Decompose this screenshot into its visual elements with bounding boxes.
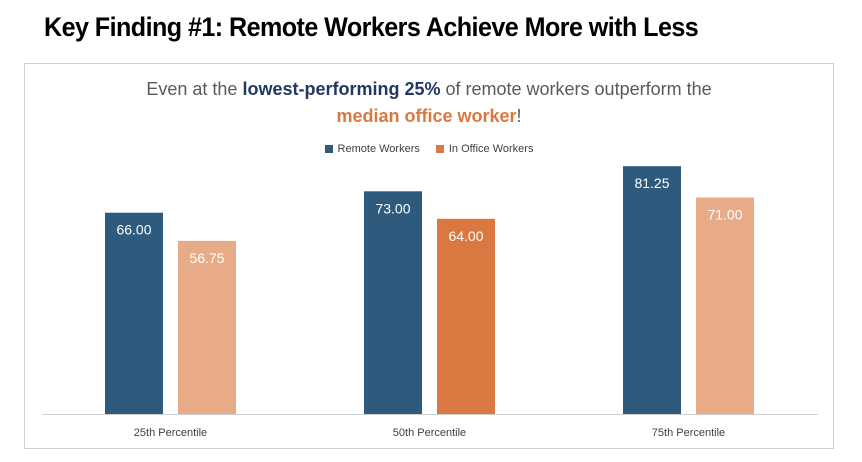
data-label-remote-1: 73.00 (375, 200, 410, 216)
subtitle-highlight-lowest: lowest-performing 25% (242, 79, 441, 99)
subtitle-text-2: of remote workers outperform the (440, 79, 712, 99)
data-label-office-1: 64.00 (448, 228, 483, 244)
legend-item-remote: Remote Workers (324, 143, 420, 155)
legend-swatch-remote (324, 145, 333, 153)
chart-subtitle: Even at the lowest-performing 25% of rem… (24, 76, 834, 130)
x-tick-label-1: 50th Percentile (393, 427, 466, 439)
subtitle-text-3: ! (516, 106, 522, 126)
data-label-remote-0: 66.00 (116, 222, 151, 238)
bars-group: 66.00 56.75 25th Percentile 73.00 64.00 50th … (105, 166, 754, 439)
bar-remote-0 (105, 212, 163, 414)
x-tick-label-2: 75th Percentile (652, 427, 725, 439)
bar-remote-2 (623, 166, 681, 414)
subtitle-highlight-median: median office worker (336, 106, 517, 126)
data-label-office-0: 56.75 (189, 250, 224, 266)
legend-item-office: In Office Workers (435, 143, 534, 155)
subtitle-text-1: Even at the (146, 79, 243, 99)
data-label-remote-2: 81.25 (634, 175, 669, 191)
legend-label-remote: Remote Workers (337, 143, 420, 155)
legend-label-office: In Office Workers (448, 143, 534, 155)
bar-office-0 (178, 240, 236, 414)
bar-office-1 (437, 218, 495, 414)
legend-swatch-office (435, 145, 444, 153)
bar-office-2 (696, 197, 754, 414)
chart-legend: Remote Workers In Office Workers (24, 143, 834, 155)
data-label-office-2: 71.00 (707, 207, 742, 223)
page-title: Key Finding #1: Remote Workers Achieve M… (44, 12, 699, 42)
x-tick-label-0: 25th Percentile (134, 427, 207, 439)
bar-remote-1 (364, 191, 422, 414)
